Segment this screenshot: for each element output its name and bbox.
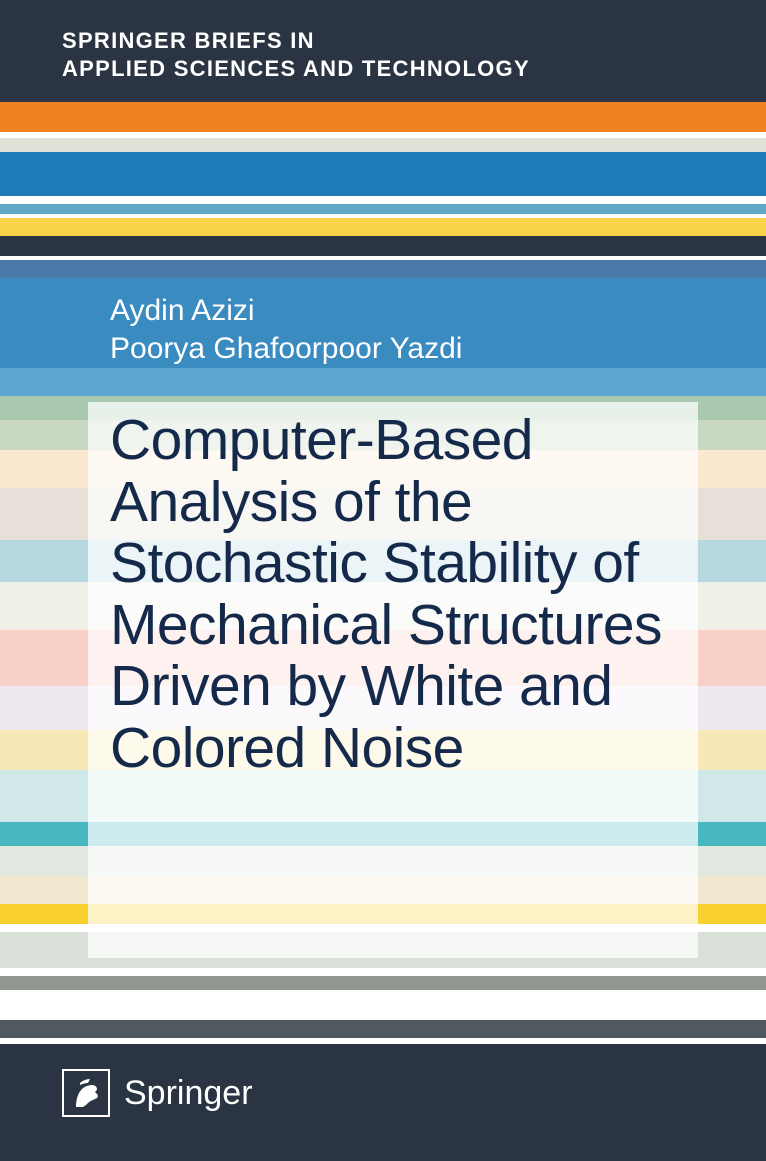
stripe [0,368,766,396]
stripe [0,218,766,236]
authors-block: Aydin Azizi Poorya Ghafoorpoor Yazdi [110,292,462,367]
stripe [0,236,766,256]
author-2: Poorya Ghafoorpoor Yazdi [110,330,462,368]
stripe [0,990,766,1020]
stripe [0,976,766,990]
series-line-2: APPLIED SCIENCES AND TECHNOLOGY [62,56,530,82]
book-title: Computer-Based Analysis of the Stochasti… [110,410,694,779]
stripe [0,204,766,214]
publisher-name: Springer [124,1074,253,1113]
book-cover: SPRINGER BRIEFS IN APPLIED SCIENCES AND … [0,0,766,1161]
springer-horse-icon [62,1069,110,1117]
stripe [0,260,766,278]
stripe [0,1020,766,1038]
series-line-1: SPRINGER BRIEFS IN [62,28,530,54]
series-header: SPRINGER BRIEFS IN APPLIED SCIENCES AND … [62,28,530,82]
publisher-block: Springer [62,1069,253,1117]
author-1: Aydin Azizi [110,292,462,330]
stripe [0,968,766,976]
stripe [0,102,766,132]
stripe [0,152,766,196]
stripe [0,138,766,152]
stripe [0,196,766,204]
